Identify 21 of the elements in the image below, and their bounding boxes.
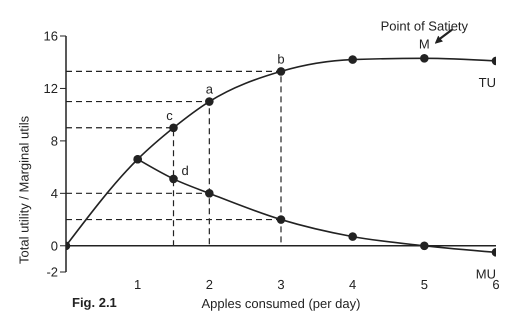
y-axis-title: Total utility / Marginal utils <box>16 115 32 264</box>
annotation: M <box>418 36 430 52</box>
annotation: b <box>277 51 285 66</box>
x-tick-label: 2 <box>206 277 213 292</box>
annotation: c <box>166 108 174 123</box>
series-label: TU <box>478 74 496 90</box>
y-tick-label: 4 <box>50 186 58 201</box>
y-tick-label: 16 <box>44 28 58 44</box>
annotation: Point of Satiety <box>380 18 469 34</box>
y-tick-label: 0 <box>50 238 58 254</box>
x-tick-label: 1 <box>134 277 142 292</box>
caption: Fig. 2.1 <box>72 295 117 310</box>
annotation: d <box>182 162 189 178</box>
x-tick-label: 3 <box>277 277 285 292</box>
x-axis-title: Apples consumed (per day) <box>202 296 360 311</box>
y-tick-label: 8 <box>50 134 58 149</box>
annotation: a <box>206 82 214 97</box>
y-tick-label: 12 <box>44 81 58 96</box>
x-tick-label: 5 <box>420 277 428 292</box>
y-tick-label: -2 <box>46 264 58 280</box>
x-tick-label: 4 <box>349 277 356 292</box>
